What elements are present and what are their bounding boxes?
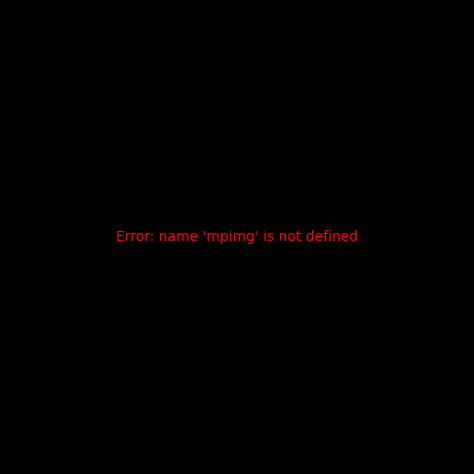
Text: Error: name 'mpimg' is not defined: Error: name 'mpimg' is not defined <box>116 230 358 244</box>
